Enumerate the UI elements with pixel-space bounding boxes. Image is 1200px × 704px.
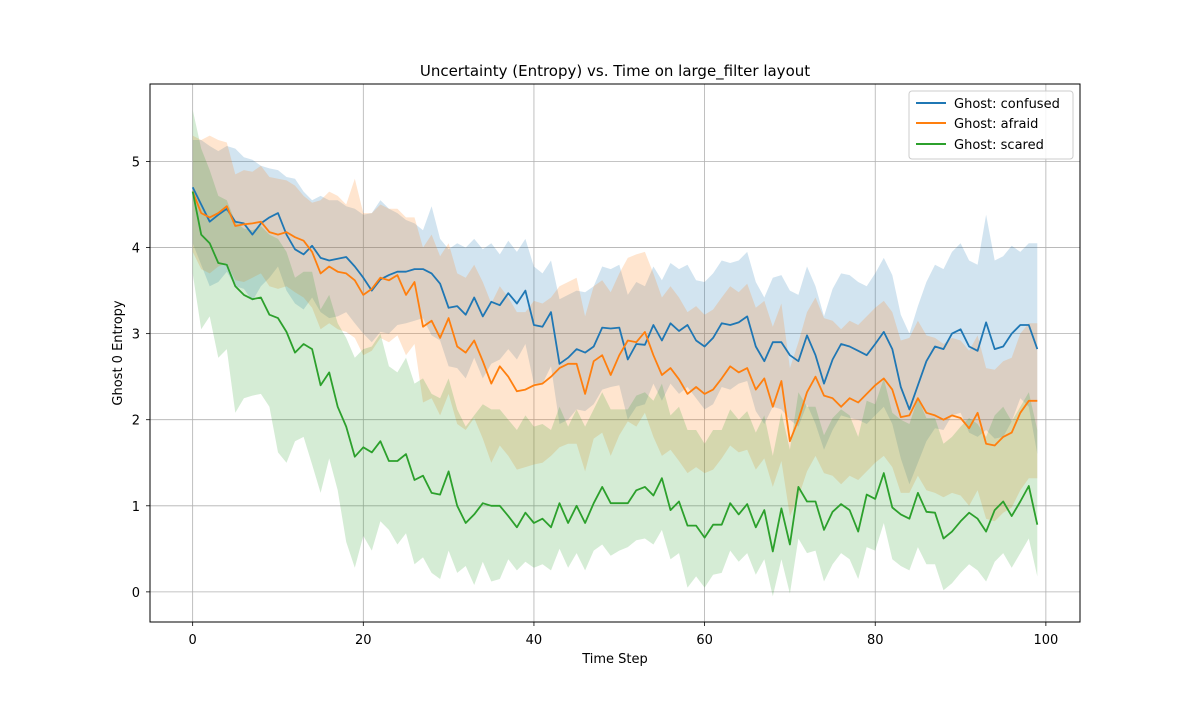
- ghost-scared-band: [192, 109, 1038, 597]
- ghost-confused-band: [192, 140, 1038, 485]
- legend-label-scared: Ghost: scared: [954, 138, 1044, 153]
- x-tick-label: 0: [189, 633, 197, 648]
- legend: Ghost: confused Ghost: afraid Ghost: sca…: [908, 90, 1074, 160]
- y-axis-label: Ghost 0 Entropy: [111, 300, 126, 405]
- ghost-scared-line: [191, 191, 1039, 553]
- y-tick-label: 1: [132, 500, 140, 515]
- axis-ticks: 0 20 40 60 80 100 0 1 2 3 4 5: [132, 155, 1059, 648]
- plot-frame: [149, 83, 1081, 623]
- y-tick-label: 4: [132, 242, 140, 257]
- ghost-afraid-line: [191, 191, 1038, 447]
- legend-label-afraid: Ghost: afraid: [954, 117, 1038, 132]
- x-tick-label: 40: [526, 633, 543, 648]
- x-tick-label: 100: [1033, 633, 1058, 648]
- legend-label-confused: Ghost: confused: [954, 97, 1060, 112]
- chart-title: Uncertainty (Entropy) vs. Time on large_…: [420, 62, 810, 81]
- series-lines: [191, 186, 1039, 553]
- y-tick-label: 3: [132, 328, 140, 343]
- x-tick-label: 80: [867, 633, 884, 648]
- x-tick-label: 20: [355, 633, 372, 648]
- y-tick-label: 5: [132, 155, 140, 170]
- y-tick-label: 0: [132, 586, 140, 601]
- x-tick-label: 60: [696, 633, 713, 648]
- x-axis-label: Time Step: [581, 652, 648, 667]
- legend-box: [908, 90, 1074, 160]
- y-tick-label: 2: [132, 414, 140, 429]
- ghost-confused-line: [191, 186, 1039, 411]
- grid: [150, 84, 1080, 622]
